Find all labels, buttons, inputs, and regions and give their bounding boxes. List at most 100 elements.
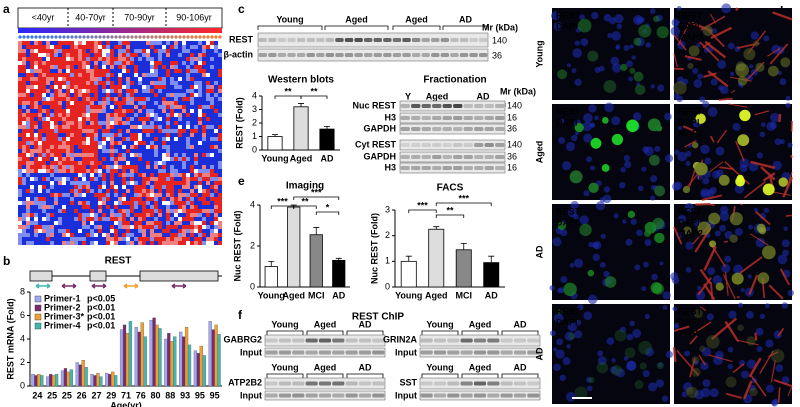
- heatmap-cell: [42, 157, 46, 161]
- heatmap-cell: [210, 141, 214, 145]
- nucleus: [704, 157, 712, 165]
- heatmap-cell: [50, 141, 54, 145]
- heatmap-cell: [170, 133, 174, 137]
- heatmap-cell: [214, 241, 218, 245]
- heatmap-cell: [210, 73, 214, 77]
- heatmap-cell: [122, 233, 126, 237]
- heatmap-cell: [206, 57, 210, 61]
- heatmap-cell: [122, 117, 126, 121]
- heatmap-cell: [198, 105, 202, 109]
- heatmap-cell: [130, 141, 134, 145]
- blot-band: [495, 116, 505, 120]
- heatmap-cell: [62, 89, 66, 93]
- heatmap-cell: [62, 201, 66, 205]
- heatmap-cell: [50, 157, 54, 161]
- heatmap-cell: [54, 145, 58, 149]
- heatmap-cell: [18, 121, 22, 125]
- heatmap-cell: [202, 69, 206, 73]
- heatmap-cell: [30, 193, 34, 197]
- heatmap-cell: [82, 137, 86, 141]
- heatmap-cell: [158, 165, 162, 169]
- heatmap-cell: [102, 225, 106, 229]
- heatmap-cell: [82, 209, 86, 213]
- section-title: REST ChIP: [352, 312, 405, 323]
- heatmap-cell: [170, 125, 174, 129]
- fiber: [703, 72, 717, 78]
- heatmap-cell: [30, 85, 34, 89]
- fiber: [768, 351, 779, 358]
- fiber: [682, 125, 698, 134]
- heatmap-cell: [74, 201, 78, 205]
- heatmap-cell: [30, 209, 34, 213]
- heatmap-cell: [70, 45, 74, 49]
- heatmap-cell: [98, 85, 102, 89]
- heatmap-cell: [202, 105, 206, 109]
- heatmap-cell: [90, 117, 94, 121]
- y-tick-label: 4: [250, 199, 255, 209]
- blot-band: [463, 166, 473, 170]
- heatmap-cell: [78, 221, 82, 225]
- heatmap-cell: [186, 153, 190, 157]
- heatmap-cell: [38, 137, 42, 141]
- heatmap-cell: [82, 217, 86, 221]
- heatmap-cell: [102, 153, 106, 157]
- sample-dot: [94, 35, 98, 39]
- heatmap-cell: [206, 237, 210, 241]
- heatmap-cell: [198, 237, 202, 241]
- heatmap-cell: [58, 85, 62, 89]
- fiber: [787, 386, 793, 396]
- heatmap-cell: [22, 121, 26, 125]
- heatmap-cell: [78, 101, 82, 105]
- heatmap-cell: [110, 113, 114, 117]
- heatmap-cell: [194, 161, 198, 165]
- significance-label: ***: [311, 187, 322, 197]
- heatmap-cell: [82, 73, 86, 77]
- heatmap-cell: [154, 105, 158, 109]
- cell: [729, 234, 738, 243]
- heatmap-cell: [22, 221, 26, 225]
- heatmap-cell: [114, 57, 118, 61]
- bar: [164, 338, 168, 387]
- heatmap-cell: [122, 189, 126, 193]
- heatmap-cell: [62, 205, 66, 209]
- group-bracket: [421, 373, 459, 378]
- heatmap-cell: [194, 141, 198, 145]
- heatmap-cell: [146, 217, 150, 221]
- heatmap-cell: [130, 197, 134, 201]
- heatmap-cell: [18, 109, 22, 113]
- heatmap-cell: [154, 85, 158, 89]
- heatmap-cell: [94, 221, 98, 225]
- sample-dot: [42, 35, 46, 39]
- heatmap-cell: [182, 97, 186, 101]
- heatmap-cell: [102, 145, 106, 149]
- heatmap-cell: [146, 49, 150, 53]
- heatmap-cell: [198, 173, 202, 177]
- heatmap-cell: [194, 81, 198, 85]
- heatmap-cell: [38, 185, 42, 189]
- nucleus: [659, 261, 664, 266]
- heatmap-cell: [218, 69, 222, 73]
- nucleus: [641, 166, 647, 172]
- heatmap-cell: [202, 89, 206, 93]
- heatmap-cell: [174, 205, 178, 209]
- heatmap-cell: [42, 129, 46, 133]
- heatmap-cell: [194, 73, 198, 77]
- blot-band: [495, 127, 505, 131]
- heatmap-cell: [142, 161, 146, 165]
- heatmap-cell: [18, 201, 22, 205]
- heatmap-cell: [114, 145, 118, 149]
- heatmap-cell: [98, 117, 102, 121]
- heatmap-cell: [178, 121, 182, 125]
- blot-strip: [257, 48, 489, 62]
- heatmap-cell: [62, 133, 66, 137]
- heatmap-cell: [134, 49, 138, 53]
- heatmap-cell: [178, 69, 182, 73]
- heatmap-cell: [130, 93, 134, 97]
- heatmap-cell: [166, 169, 170, 173]
- heatmap-cell: [46, 49, 50, 53]
- heatmap-cell: [206, 185, 210, 189]
- blot-band: [484, 143, 494, 147]
- heatmap-cell: [98, 149, 102, 153]
- heatmap-cell: [126, 237, 130, 241]
- nucleus: [556, 338, 564, 346]
